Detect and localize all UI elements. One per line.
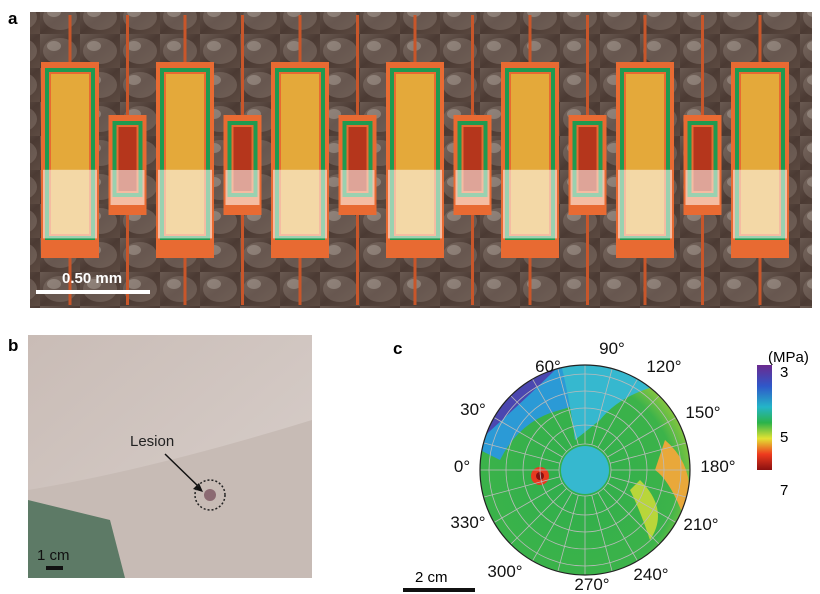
angle-label: 300°	[487, 562, 522, 581]
reflection	[341, 170, 375, 205]
center-disc	[561, 446, 609, 494]
angle-label: 120°	[646, 357, 681, 376]
panel-label: a	[8, 9, 18, 28]
colorbar-tick: 3	[780, 364, 788, 381]
angle-label: 240°	[633, 565, 668, 584]
reflection	[503, 170, 557, 239]
colorbar	[757, 365, 772, 470]
scale-bar-label: 1 cm	[37, 547, 70, 564]
scale-bar-label: 2 cm	[415, 569, 448, 586]
angle-label: 210°	[683, 515, 718, 534]
reflection	[226, 170, 260, 205]
angle-label: 30°	[460, 400, 486, 419]
reflection	[111, 170, 145, 205]
figure: a 0.50 mm b Lesion 1 cm c 90°120°60°30°1…	[0, 0, 820, 594]
angle-label: 150°	[685, 403, 720, 422]
reflection	[456, 170, 490, 205]
reflection	[686, 170, 720, 205]
reflection	[388, 170, 442, 239]
colorbar-tick: 7	[780, 482, 788, 499]
angle-label: 0°	[454, 457, 470, 476]
angle-label: 270°	[574, 575, 609, 594]
polar-grid	[480, 365, 690, 575]
colorbar-unit: (MPa)	[768, 349, 809, 366]
angle-label: 330°	[450, 513, 485, 532]
annotation: Lesion	[130, 433, 174, 450]
angle-label: 60°	[535, 357, 561, 376]
reflection	[571, 170, 605, 205]
reflection	[618, 170, 672, 239]
reflection	[43, 170, 97, 239]
panel-label: c	[393, 339, 402, 358]
angle-label: 90°	[599, 339, 625, 358]
reflection	[158, 170, 212, 239]
reflection	[273, 170, 327, 239]
lesion	[204, 489, 216, 501]
reflection	[733, 170, 787, 239]
angle-label: 180°	[700, 457, 735, 476]
panel-label: b	[8, 336, 18, 355]
colorbar-tick: 5	[780, 429, 788, 446]
scale-bar-label: 0.50 mm	[62, 270, 122, 287]
